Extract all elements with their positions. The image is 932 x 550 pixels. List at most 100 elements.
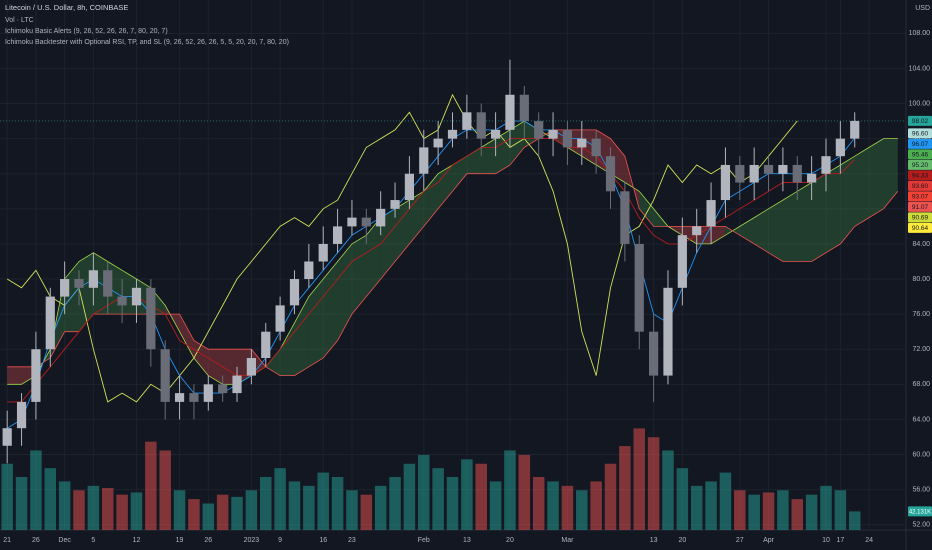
volume-bar — [820, 485, 832, 530]
candle-body — [792, 164, 802, 183]
cloud-segment — [840, 156, 855, 244]
cloud-segment — [395, 200, 410, 262]
cloud-segment — [193, 340, 209, 376]
y-tick-label: 56.00 — [912, 486, 930, 493]
volume-bar — [159, 450, 171, 530]
cloud-segment — [811, 173, 826, 262]
candle-body — [634, 243, 644, 332]
candle-body — [605, 156, 616, 192]
volume-bar — [848, 511, 861, 530]
candle-body — [476, 112, 486, 139]
candle-body — [835, 138, 845, 157]
volume-bar — [576, 490, 588, 530]
candle-body — [361, 217, 371, 227]
volume-bar — [504, 450, 516, 530]
volume — [1, 428, 861, 530]
price-label-box — [908, 201, 932, 212]
x-tick-label: 17 — [836, 537, 844, 544]
candle-body — [462, 112, 472, 130]
volume-bar — [145, 441, 157, 530]
candle-body — [677, 235, 687, 288]
price-label: 95.46 — [912, 152, 929, 159]
x-tick-label: 20 — [506, 537, 514, 544]
cloud-segment — [337, 243, 352, 341]
volume-bar — [647, 437, 660, 530]
indicator-label: Vol · LTC — [5, 17, 34, 24]
candle-body — [45, 296, 55, 350]
volume-bar — [633, 428, 645, 530]
price-label-box — [908, 149, 932, 160]
volume-bar — [30, 450, 42, 530]
cloud-segment — [797, 182, 812, 262]
volume-bar — [245, 490, 258, 530]
x-tick-label: 26 — [32, 537, 40, 544]
price-label: 93.07 — [912, 194, 929, 201]
volume-bar — [418, 454, 430, 530]
y-tick-label: 68.00 — [912, 381, 930, 388]
volume-bar — [734, 490, 746, 530]
candle-body — [505, 94, 515, 130]
chart-title: Litecoin / U.S. Dollar, 8h, COINBASE — [5, 3, 128, 12]
volume-bar — [231, 496, 243, 530]
volume-bar — [690, 485, 703, 530]
cloud-segment — [323, 261, 338, 358]
price-label-box — [908, 159, 932, 170]
candle-body — [74, 279, 84, 288]
volume-bar — [547, 481, 559, 530]
cloud-segment — [711, 226, 726, 244]
volume-bar — [518, 454, 531, 530]
volume-bar — [777, 490, 789, 530]
x-tick-label: 27 — [736, 537, 744, 544]
y-tick-label: 104.00 — [909, 65, 931, 72]
candle-body — [218, 384, 228, 394]
candle-body — [763, 164, 774, 174]
candle-body — [146, 287, 156, 350]
volume-bar — [403, 463, 416, 530]
volume-bar — [73, 490, 85, 530]
volume-bar — [719, 472, 732, 530]
volume-bar — [317, 472, 329, 530]
price-label: 90.64 — [912, 225, 929, 232]
candle-body — [289, 279, 300, 306]
cloud-segment — [265, 349, 281, 376]
volume-bar — [101, 488, 114, 530]
candle-body — [749, 164, 759, 183]
volume-bar — [662, 450, 674, 530]
volume-bar — [705, 481, 717, 530]
x-tick-label: 16 — [319, 537, 327, 544]
volume-bar — [475, 463, 487, 530]
candle-body — [232, 375, 242, 394]
volume-bar — [173, 490, 186, 530]
price-label-box — [908, 191, 932, 202]
price-label-box — [908, 180, 932, 191]
volume-bar — [432, 468, 444, 530]
volume-bar — [389, 477, 401, 530]
candle-body — [261, 331, 271, 359]
cloud-segment — [366, 217, 381, 297]
volume-bar — [748, 494, 760, 530]
cloud-segment — [883, 138, 898, 209]
price-label: 96.07 — [912, 141, 929, 148]
cloud-segment — [782, 191, 798, 262]
volume-bar — [188, 499, 200, 530]
candle-body — [131, 287, 142, 306]
candle-body — [720, 164, 731, 201]
price-label: 96.60 — [912, 131, 929, 138]
candle-body — [562, 129, 573, 148]
x-tick-label: Dec — [58, 537, 71, 544]
cloud-segment — [466, 147, 482, 174]
volume-bar — [619, 446, 631, 530]
y-tick-label: 52.00 — [912, 522, 930, 529]
volume-bar — [202, 503, 215, 530]
x-tick-label: 26 — [204, 537, 212, 544]
candle-body — [318, 243, 328, 262]
price-label: 95.20 — [912, 162, 929, 169]
candle-body — [778, 164, 788, 174]
candle-body — [577, 138, 587, 148]
indicator-label: Ichimoku Basic Alerts (9, 26, 52, 26, 26… — [5, 28, 168, 35]
volume-bar — [604, 463, 617, 530]
indicator-line — [7, 129, 899, 376]
cloud-segment — [854, 147, 870, 227]
cloud-segment — [768, 200, 783, 262]
volume-bar — [87, 485, 100, 530]
